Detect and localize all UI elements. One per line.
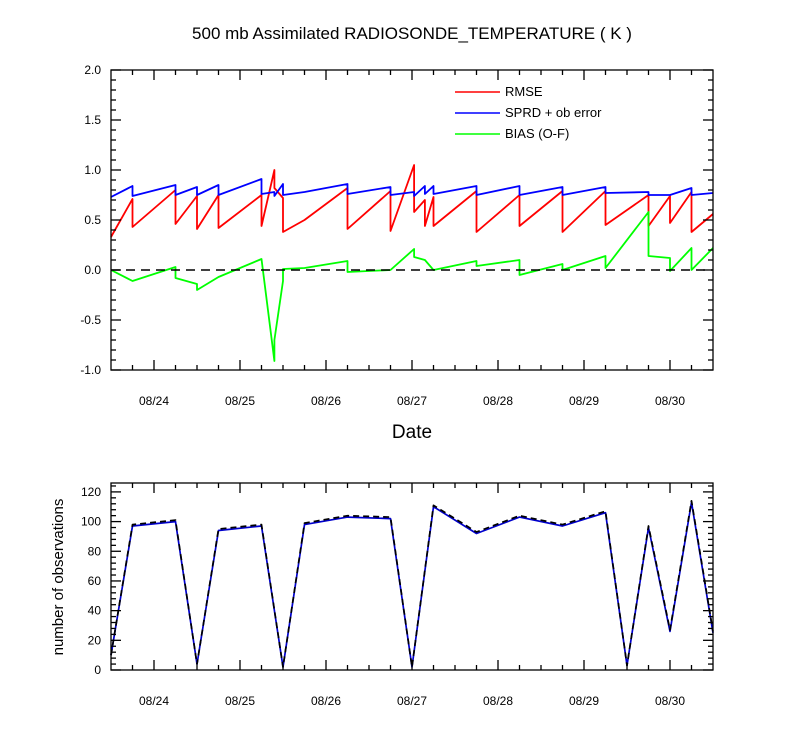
top-xtick-label: 08/26 [311,394,341,408]
x-axis-title: Date [392,422,432,443]
bottom-ytick-label: 20 [88,633,102,647]
top-plot-frame [110,69,714,371]
bottom-series-line-1 [110,499,714,668]
top-ytick-label: -1.0 [80,363,101,377]
bottom-ytick-label: 120 [81,485,101,499]
bottom-xtick-label: 08/27 [397,694,427,708]
top-xtick-label: 08/29 [569,394,599,408]
top-chart-panel: 500 mb Assimilated RADIOSONDE_TEMPERATUR… [80,24,714,443]
bottom-ytick-label: 0 [94,663,101,677]
top-series-line-1 [110,178,714,198]
bottom-axis-ticks [111,483,713,671]
bottom-ytick-label: 60 [88,574,102,588]
top-tick-labels: -1.0 -0.5 0.0 0.5 1.0 1.5 2.0 08/24 08/25 08/26 08… [80,63,685,408]
bottom-xtick-label: 08/25 [225,694,255,708]
top-series-line-0 [110,164,714,238]
bottom-ytick-label: 40 [88,604,102,618]
top-xtick-label: 08/25 [225,394,255,408]
legend-label-bias: BIAS (O-F) [505,126,569,141]
bottom-tick-labels: 0 20 40 60 80 100 120 08/24 08/25 08/26 08/27 08/28… [81,485,685,708]
legend-label-sprd: SPRD + ob error [505,105,602,120]
top-ytick-label: -0.5 [80,313,101,327]
top-axis-ticks [111,69,713,371]
legend: RMSE SPRD + ob error BIAS (O-F) [455,84,602,141]
bottom-ytick-label: 80 [88,544,102,558]
chart-title: 500 mb Assimilated RADIOSONDE_TEMPERATUR… [192,24,632,43]
y-axis-title-observations: number of observations [50,499,67,656]
bottom-xtick-label: 08/29 [569,694,599,708]
top-xtick-label: 08/24 [139,394,169,408]
bottom-xtick-label: 08/30 [655,694,685,708]
top-ytick-label: 0.0 [84,263,101,277]
top-xtick-label: 08/28 [483,394,513,408]
legend-label-rmse: RMSE [505,84,543,99]
top-xtick-label: 08/30 [655,394,685,408]
top-ytick-label: 2.0 [84,63,101,77]
bottom-xtick-label: 08/24 [139,694,169,708]
bottom-xtick-label: 08/26 [311,694,341,708]
top-series-line-2 [110,211,714,362]
top-ytick-label: 0.5 [84,213,101,227]
bottom-chart-panel: 0 20 40 60 80 100 120 08/24 08/25 08/26 08/27 08/28… [50,482,714,708]
bottom-xtick-label: 08/28 [483,694,513,708]
top-xtick-label: 08/27 [397,394,427,408]
bottom-ytick-label: 100 [81,515,101,529]
top-series-lines [110,164,714,362]
top-ytick-label: 1.0 [84,163,101,177]
top-ytick-label: 1.5 [84,113,101,127]
bottom-series-lines [110,499,714,668]
